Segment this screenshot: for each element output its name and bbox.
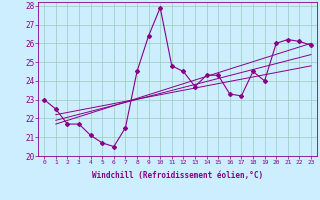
X-axis label: Windchill (Refroidissement éolien,°C): Windchill (Refroidissement éolien,°C) <box>92 171 263 180</box>
